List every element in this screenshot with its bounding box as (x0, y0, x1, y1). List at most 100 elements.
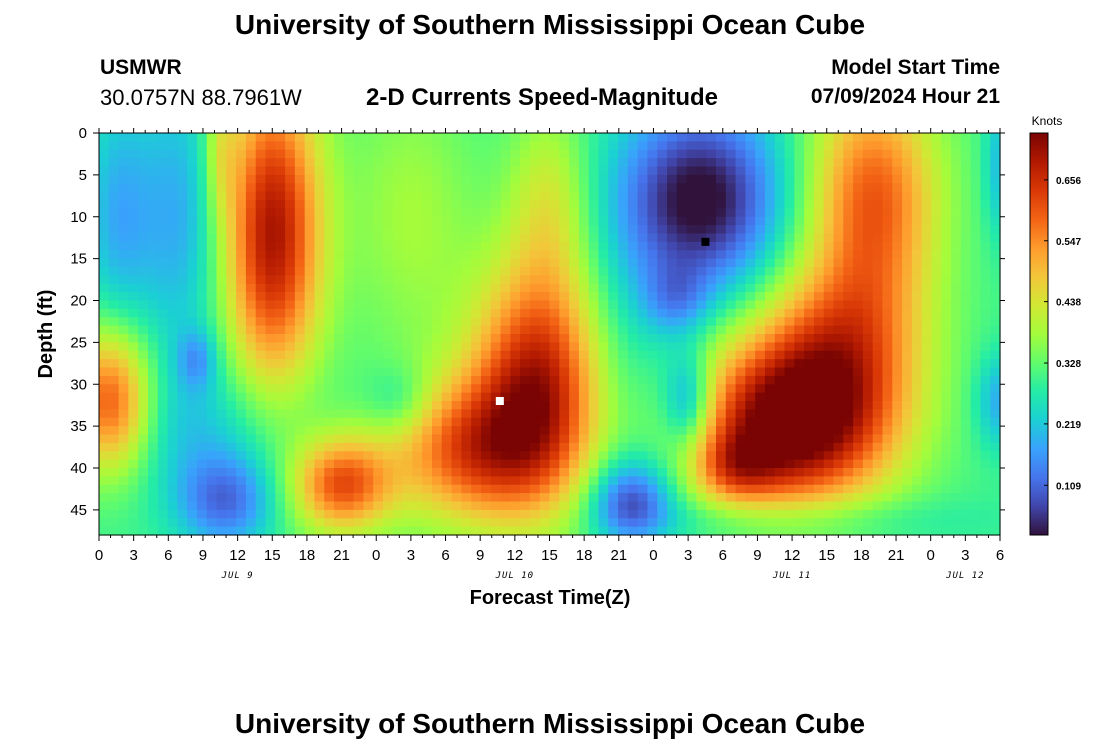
heatmap-cell (637, 417, 649, 427)
heatmap-cell (529, 308, 541, 318)
heatmap-cell (872, 342, 884, 352)
heatmap-cell (490, 493, 502, 503)
heatmap-cell (872, 526, 884, 536)
heatmap-cell (951, 468, 962, 477)
heatmap-cell (745, 401, 756, 410)
heatmap-cell (735, 133, 746, 142)
heatmap-cell (911, 334, 923, 343)
heatmap-cell (392, 233, 404, 243)
heatmap-cell (618, 225, 629, 235)
heatmap-cell (392, 459, 404, 469)
heatmap-cell (627, 401, 639, 410)
heatmap-cell (422, 275, 433, 285)
heatmap-cell (422, 225, 433, 235)
heatmap-cell (627, 233, 639, 243)
heatmap-cell (157, 250, 169, 260)
heatmap-cell (118, 300, 129, 310)
heatmap-cell (980, 476, 991, 486)
heatmap-cell (490, 401, 502, 410)
heatmap-cell (833, 493, 844, 503)
heatmap-cell (255, 359, 267, 369)
heatmap-cell (764, 375, 776, 385)
heatmap-cell (147, 241, 159, 251)
heatmap-cell (862, 334, 874, 343)
heatmap-cell (157, 476, 169, 486)
heatmap-cell (138, 476, 149, 486)
heatmap-cell (843, 375, 854, 385)
heatmap-cell (431, 317, 443, 327)
heatmap-cell (539, 208, 551, 218)
heatmap-cell (304, 484, 316, 494)
heatmap-cell (343, 233, 355, 243)
heatmap-cell (451, 442, 462, 452)
heatmap-cell (304, 174, 316, 184)
heatmap-cell (794, 367, 805, 377)
heatmap-cell (853, 509, 864, 519)
heatmap-cell (196, 308, 208, 318)
heatmap-cell (373, 133, 384, 142)
heatmap-cell (157, 166, 169, 176)
heatmap-cell (412, 442, 423, 452)
heatmap-cell (921, 375, 933, 385)
heatmap-cell (118, 501, 129, 511)
heatmap-cell (627, 317, 639, 327)
heatmap-cell (990, 401, 1001, 410)
heatmap-cell (676, 476, 688, 486)
heatmap-cell (138, 250, 149, 260)
heatmap-cell (911, 359, 923, 369)
heatmap-cell (882, 158, 893, 168)
heatmap-cell (862, 409, 874, 419)
heatmap-cell (647, 350, 658, 360)
heatmap-cell (843, 501, 854, 511)
heatmap-cell (343, 417, 355, 427)
heatmap-cell (402, 442, 413, 452)
heatmap-cell (833, 283, 844, 293)
heatmap-cell (510, 216, 521, 226)
heatmap-cell (343, 375, 355, 385)
heatmap-cell (833, 468, 844, 477)
heatmap-cell (823, 174, 835, 184)
heatmap-cell (853, 225, 864, 235)
heatmap-cell (314, 526, 325, 536)
heatmap-cell (510, 225, 521, 235)
heatmap-cell (353, 501, 365, 511)
heatmap-cell (461, 392, 472, 402)
heatmap-cell (853, 493, 864, 503)
heatmap-cell (402, 501, 413, 511)
heatmap-cell (402, 459, 413, 469)
heatmap-cell (696, 275, 707, 285)
heatmap-cell (422, 200, 433, 209)
heatmap-cell (265, 501, 276, 511)
heatmap-cell (862, 174, 874, 184)
heatmap-cell (314, 518, 325, 528)
heatmap-cell (314, 442, 325, 452)
heatmap-cell (990, 434, 1001, 444)
heatmap-cell (422, 183, 433, 193)
heatmap-cell (99, 166, 110, 176)
heatmap-cell (206, 367, 218, 377)
heatmap-cell (294, 342, 306, 352)
heatmap-cell (177, 317, 188, 327)
heatmap-cell (118, 342, 129, 352)
heatmap-cell (921, 174, 933, 184)
heatmap-cell (392, 208, 404, 218)
heatmap-cell (902, 401, 913, 410)
heatmap-cell (774, 375, 786, 385)
heatmap-cell (461, 359, 472, 369)
heatmap-cell (500, 225, 511, 235)
heatmap-cell (862, 442, 874, 452)
heatmap-cell (265, 308, 276, 318)
heatmap-cell (373, 359, 384, 369)
heatmap-cell (363, 476, 374, 486)
heatmap-cell (872, 183, 884, 193)
heatmap-cell (559, 409, 570, 419)
heatmap-cell (735, 484, 746, 494)
heatmap-cell (138, 417, 149, 427)
heatmap-cell (559, 250, 570, 260)
heatmap-cell (637, 149, 649, 159)
heatmap-cell (480, 191, 492, 201)
heatmap-cell (529, 417, 541, 427)
x-tick-label: 6 (164, 547, 172, 564)
heatmap-cell (99, 384, 110, 394)
heatmap-cell (618, 359, 629, 369)
